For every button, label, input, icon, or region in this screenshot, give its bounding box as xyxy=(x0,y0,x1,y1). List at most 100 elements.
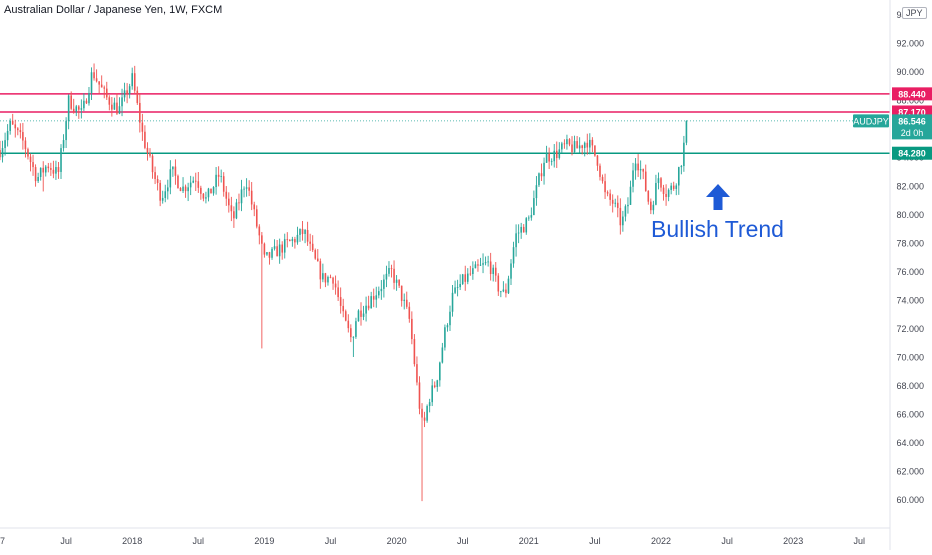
candle-body xyxy=(459,283,461,288)
candle-body xyxy=(309,241,311,244)
candle-body xyxy=(322,273,324,280)
candle-body xyxy=(403,299,406,301)
candle-body xyxy=(622,216,624,226)
candle-body xyxy=(192,180,195,183)
candle-body xyxy=(205,197,207,199)
candle-body xyxy=(42,167,45,173)
candle-body xyxy=(418,382,421,409)
candle-body xyxy=(426,406,428,421)
candle-body xyxy=(113,102,116,110)
candle-body xyxy=(215,174,217,188)
candle-body xyxy=(306,229,309,242)
candle-body xyxy=(212,187,215,194)
candle-body xyxy=(441,347,444,363)
candle-body xyxy=(187,187,189,192)
candle-body xyxy=(627,204,629,207)
candle-body xyxy=(47,166,50,169)
candle-body xyxy=(121,97,123,107)
candle-body xyxy=(660,178,662,188)
candle-body xyxy=(650,201,652,211)
candle-body xyxy=(685,120,688,143)
candle-body xyxy=(466,273,469,282)
candle-body xyxy=(677,167,680,186)
candle-body xyxy=(601,176,604,182)
candle-body xyxy=(581,145,583,149)
candle-body xyxy=(32,162,34,168)
candle-body xyxy=(517,232,520,234)
currency-unit-badge[interactable]: JPY xyxy=(902,7,927,19)
candle-body xyxy=(111,104,113,110)
candle-body xyxy=(393,268,395,283)
candle-body xyxy=(100,84,103,88)
candle-body xyxy=(29,156,32,163)
candle-body xyxy=(197,181,200,188)
candle-body xyxy=(75,106,78,112)
candle-body xyxy=(568,139,571,145)
candle-body xyxy=(202,193,205,199)
candle-body xyxy=(428,402,431,407)
candle-body xyxy=(80,108,83,110)
candle-body xyxy=(6,130,9,141)
candle-body xyxy=(291,239,294,241)
y-tick-label: 92.000 xyxy=(896,39,924,49)
candle-body xyxy=(520,226,522,233)
candle-body xyxy=(492,267,495,275)
candle-body xyxy=(657,178,660,183)
candle-body xyxy=(228,198,230,206)
candle-body xyxy=(395,279,398,283)
candle-body xyxy=(675,185,678,189)
candle-body xyxy=(144,131,146,148)
candle-body xyxy=(500,291,502,293)
candle-body xyxy=(225,191,228,199)
candle-body xyxy=(235,202,238,219)
arrow-up-icon xyxy=(706,184,730,210)
candle-body xyxy=(177,175,179,188)
candle-body xyxy=(50,168,52,170)
candle-body xyxy=(0,150,1,158)
candle-body xyxy=(619,207,622,226)
candle-body xyxy=(423,417,426,421)
candle-body xyxy=(316,258,319,262)
candle-body xyxy=(189,182,192,188)
candle-body xyxy=(494,267,497,276)
candle-body xyxy=(667,189,670,197)
candle-body xyxy=(522,226,525,233)
candle-body xyxy=(319,261,322,280)
candle-body xyxy=(24,140,27,150)
candle-body xyxy=(489,261,492,275)
x-tick-label: 2023 xyxy=(783,536,803,546)
candle-body xyxy=(680,166,683,168)
candle-body xyxy=(380,288,383,292)
candle-body xyxy=(644,171,647,191)
x-tick-label: Jul xyxy=(60,536,72,546)
candle-body xyxy=(540,173,543,177)
y-tick-label: 72.000 xyxy=(896,324,924,334)
horizontal-levels xyxy=(0,93,890,154)
candle-body xyxy=(484,262,487,264)
candle-body xyxy=(451,292,454,312)
candle-body xyxy=(461,274,464,284)
candle-body xyxy=(543,162,545,177)
candle-body xyxy=(116,102,118,114)
last-price-value: 86.546 xyxy=(898,116,926,126)
candle-body xyxy=(276,246,278,257)
candle-body xyxy=(169,169,172,188)
resistance-price-text: 87.170 xyxy=(898,107,926,117)
candle-body xyxy=(611,199,614,204)
candle-body xyxy=(479,264,482,266)
candle-body xyxy=(128,86,131,95)
candle-body xyxy=(258,226,261,236)
candle-body xyxy=(614,202,617,204)
candle-body xyxy=(39,167,42,177)
candle-body xyxy=(594,145,596,156)
candle-body xyxy=(436,380,439,387)
candle-body xyxy=(289,240,291,241)
x-tick-label: 2022 xyxy=(651,536,671,546)
candle-body xyxy=(11,120,14,125)
candle-body xyxy=(421,408,423,418)
candle-body xyxy=(95,78,98,82)
candle-body xyxy=(245,187,248,189)
support-price-text: 84.280 xyxy=(898,149,926,159)
